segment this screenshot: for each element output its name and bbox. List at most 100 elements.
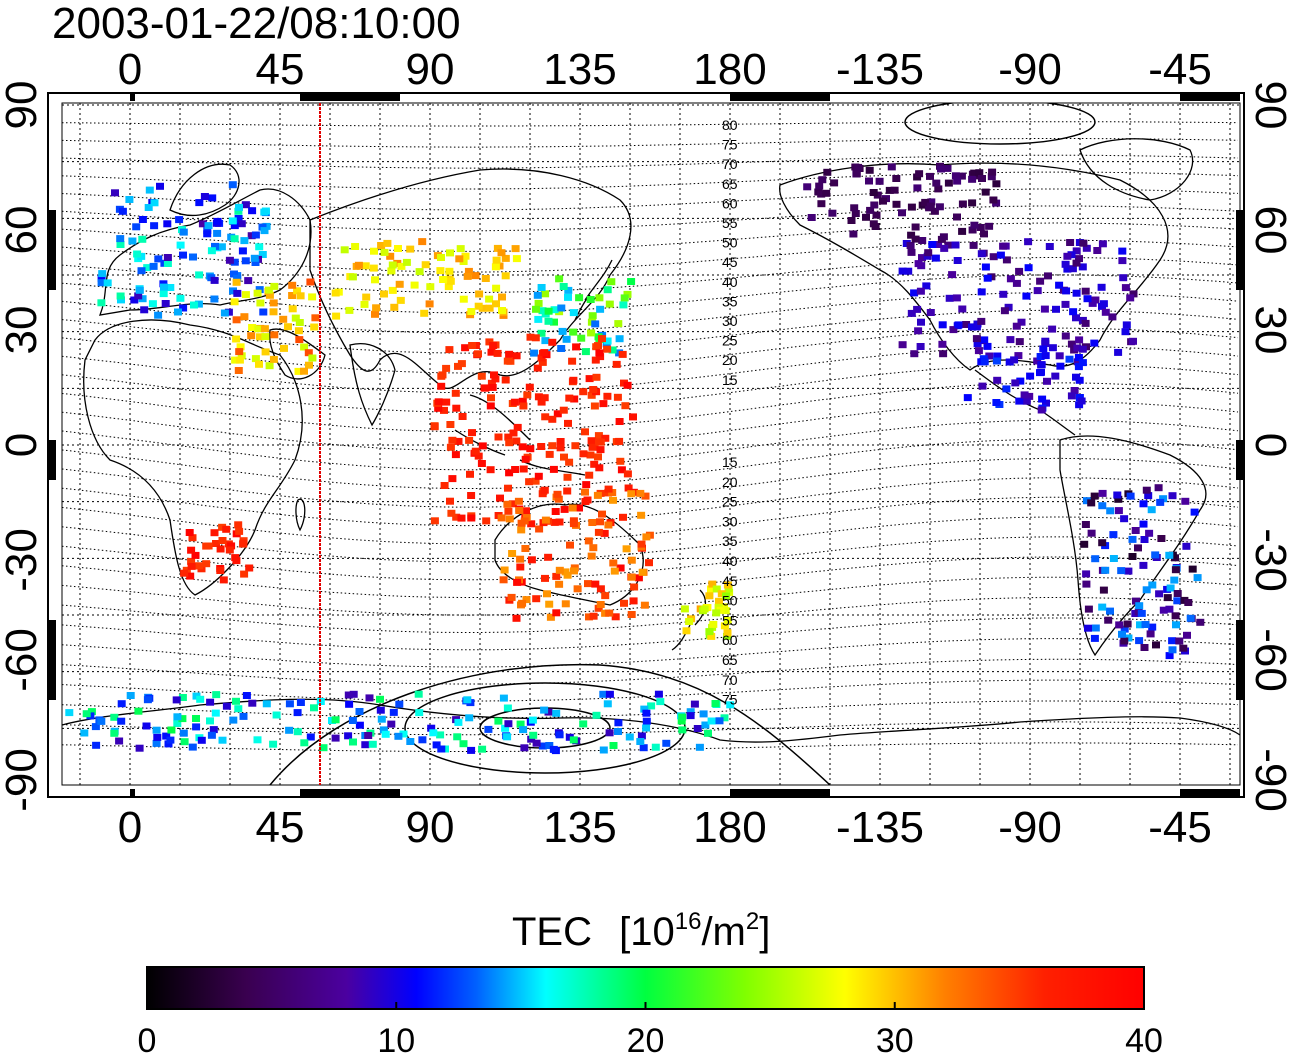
tec-cell bbox=[546, 613, 555, 621]
tec-cell bbox=[555, 518, 564, 526]
colorbar-ticks: 0 10 20 30 40 bbox=[138, 1002, 1163, 1057]
tec-cell bbox=[545, 450, 554, 458]
tec-cell bbox=[138, 216, 147, 223]
tec-cell bbox=[569, 309, 578, 317]
tec-cell bbox=[197, 736, 206, 744]
tec-cell bbox=[229, 287, 237, 295]
tec-cell bbox=[715, 597, 723, 605]
tec-cell bbox=[291, 314, 300, 322]
tec-cell bbox=[587, 552, 596, 560]
tec-cell bbox=[135, 744, 144, 752]
tec-cell bbox=[724, 585, 733, 593]
tec-cell bbox=[910, 289, 919, 297]
magnetic-contour bbox=[62, 597, 1239, 633]
contour-label: 55 bbox=[722, 612, 738, 628]
tec-cell bbox=[1011, 379, 1020, 387]
tec-cell bbox=[526, 333, 535, 341]
tec-cell bbox=[623, 470, 632, 478]
tec-cell bbox=[518, 443, 527, 451]
tec-cell bbox=[968, 226, 977, 234]
tec-cell bbox=[159, 290, 168, 298]
tec-cell bbox=[707, 632, 716, 640]
contour-label: 35 bbox=[722, 293, 738, 309]
tec-cell bbox=[579, 720, 588, 728]
tec-cell bbox=[595, 438, 603, 446]
tec-cell bbox=[612, 360, 621, 368]
tec-cell bbox=[693, 725, 702, 732]
tec-cell bbox=[345, 700, 354, 708]
tec-cell bbox=[117, 717, 126, 725]
tec-cell bbox=[948, 271, 957, 279]
tec-cell bbox=[166, 736, 175, 744]
tec-cell bbox=[562, 335, 571, 343]
tec-cell bbox=[605, 729, 614, 737]
tec-cell bbox=[898, 209, 906, 217]
tec-cell bbox=[977, 288, 986, 296]
tec-cell bbox=[609, 496, 617, 504]
tec-cell bbox=[110, 729, 119, 737]
tec-cell bbox=[1061, 260, 1070, 268]
contour-label: 70 bbox=[722, 156, 738, 172]
tec-cell bbox=[610, 567, 619, 575]
tec-cell bbox=[1063, 265, 1072, 273]
tec-cell bbox=[493, 244, 502, 252]
tec-cell bbox=[564, 286, 573, 294]
tec-cell bbox=[1016, 377, 1025, 385]
tec-cell bbox=[1156, 498, 1165, 506]
magnetic-contour bbox=[62, 658, 1239, 685]
tec-cell bbox=[987, 173, 996, 181]
tec-cell bbox=[394, 245, 402, 252]
latitude-label-left: 0 bbox=[0, 433, 46, 457]
tec-cell bbox=[152, 726, 161, 734]
tec-cell bbox=[717, 590, 726, 598]
tec-cell bbox=[958, 227, 967, 235]
tec-cell bbox=[218, 736, 227, 744]
tec-cell bbox=[355, 721, 364, 729]
tec-cell bbox=[1163, 594, 1172, 602]
tec-cell bbox=[230, 270, 238, 278]
tec-cell bbox=[432, 741, 441, 749]
tec-cell bbox=[627, 556, 636, 564]
longitude-label-top: 90 bbox=[406, 45, 455, 94]
tec-cell bbox=[446, 443, 455, 451]
tec-cell bbox=[377, 242, 386, 249]
tec-cell bbox=[467, 492, 476, 499]
tec-cell bbox=[865, 177, 873, 185]
tec-cell bbox=[1101, 566, 1110, 574]
tec-cell bbox=[596, 518, 604, 526]
tec-cell bbox=[916, 287, 925, 295]
tec-cell bbox=[231, 356, 240, 364]
tec-cell bbox=[1041, 337, 1050, 345]
tec-cell bbox=[549, 465, 558, 473]
tec-cell bbox=[565, 458, 574, 466]
tec-cell bbox=[189, 253, 197, 261]
tec-cell bbox=[222, 525, 231, 533]
tec-cell bbox=[599, 400, 608, 408]
tec-cell bbox=[682, 627, 691, 635]
tec-cell bbox=[862, 213, 870, 221]
tec-cell bbox=[538, 358, 547, 366]
tec-cell bbox=[1173, 597, 1182, 605]
tec-cell bbox=[529, 731, 538, 739]
tec-cell bbox=[180, 569, 189, 577]
tec-cell bbox=[264, 286, 273, 294]
tec-cell bbox=[390, 303, 399, 311]
tec-cell bbox=[1188, 565, 1197, 573]
tec-cell bbox=[474, 302, 483, 310]
tec-cell bbox=[421, 261, 430, 269]
tec-cell bbox=[1051, 372, 1060, 380]
tec-cell bbox=[651, 743, 660, 751]
tec-cell bbox=[556, 438, 565, 445]
tec-cell bbox=[686, 712, 695, 720]
longitude-label-top: 0 bbox=[118, 45, 142, 94]
tec-cell bbox=[437, 745, 446, 753]
tec-cell bbox=[1087, 529, 1096, 537]
tec-cell bbox=[1145, 529, 1154, 537]
tec-cell bbox=[238, 247, 247, 255]
tec-cell bbox=[588, 443, 597, 451]
tec-cell bbox=[847, 217, 856, 224]
tec-cell bbox=[377, 715, 386, 723]
tec-cell bbox=[153, 733, 162, 741]
tec-cell bbox=[992, 180, 1001, 188]
tec-cell bbox=[1091, 555, 1100, 563]
